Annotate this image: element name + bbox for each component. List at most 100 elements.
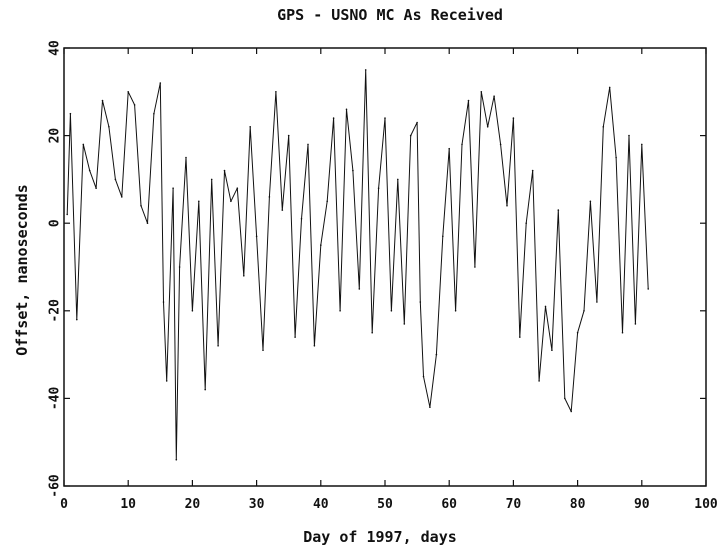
data-point [576,331,579,334]
y-tick-label: -60 [48,474,63,498]
data-point [608,86,611,89]
data-point [596,301,598,303]
data-point [326,200,329,203]
data-point [506,204,508,207]
y-tick-label: 0 [48,219,63,227]
data-point [583,310,585,312]
x-tick-label: 40 [313,497,329,512]
x-axis-label: Day of 1997, days [303,528,457,546]
data-point [634,323,637,325]
data-point [409,134,412,137]
data-point [249,126,251,128]
data-point [313,345,316,347]
x-tick-label: 50 [377,497,393,512]
data-point [531,169,534,172]
data-point [82,143,85,146]
data-point [95,187,97,189]
data-point [467,99,470,102]
data-point [255,235,258,238]
x-tick-label: 80 [570,497,586,512]
data-point [419,301,422,303]
data-point [615,156,617,159]
data-point [108,126,110,128]
data-point [88,169,91,172]
x-tick-label: 20 [185,497,201,512]
data-point [204,388,206,391]
data-point [243,275,245,277]
data-point [133,104,136,106]
data-point [442,235,444,238]
data-point [564,397,566,400]
data-point [307,143,309,146]
data-point [275,91,277,93]
y-tick-label: 20 [48,128,63,144]
data-point [230,200,232,203]
x-tick-label: 10 [120,497,136,512]
y-tick-label: 40 [48,40,63,56]
x-tick-label: 100 [694,497,718,512]
data-point [454,310,457,312]
data-point [178,266,181,268]
data-point [210,178,213,181]
data-point [101,99,104,102]
data-point [364,69,367,71]
data-point [185,156,187,159]
data-point [140,204,142,207]
plot-area [63,47,707,487]
data-point [384,117,386,119]
data-point [358,288,361,290]
series-line [66,69,649,461]
data-point [461,143,463,146]
data-point [429,406,431,409]
data-point [512,117,515,119]
data-point [486,126,489,128]
data-point [217,345,219,347]
data-point [621,331,624,334]
data-point [339,310,341,312]
x-tick-label: 0 [60,497,68,512]
data-point [191,310,194,312]
data-point [551,349,553,352]
data-point [544,305,547,308]
data-point [403,323,406,325]
data-point [345,108,348,111]
data-point [332,117,335,119]
data-point [76,318,78,321]
data-point [287,134,290,137]
data-point [121,196,123,198]
data-point [223,169,226,172]
data-point [300,218,303,220]
y-axis-label: Offset, nanoseconds [13,184,31,356]
data-point [172,187,174,189]
x-tick-label: 90 [634,497,650,512]
data-point [377,187,380,189]
data-point [628,134,630,137]
data-point [159,82,162,84]
x-tick-label: 70 [506,497,522,512]
data-point [538,380,540,382]
data-point [474,266,476,268]
data-point [114,178,117,181]
data-point [525,222,527,224]
y-tick-label: -40 [48,386,63,410]
chart-title: GPS - USNO MC As Received [277,6,503,24]
data-point [294,336,296,338]
data-point [371,331,374,334]
data-point [146,222,149,224]
x-axis: 0 10 20 30 40 50 60 70 80 90 100 [60,48,718,512]
data-point [422,375,425,378]
data-point [390,310,393,312]
data-point [493,95,495,97]
x-tick-label: 30 [249,497,265,512]
data-point [589,200,592,203]
data-point [165,380,168,382]
y-tick-label: -20 [48,299,63,323]
data-point [66,213,68,216]
data-point [480,91,483,93]
data-point [352,169,354,172]
data-point [416,121,418,124]
data-point [435,353,438,356]
data-point [320,244,322,246]
data-point [198,200,200,203]
data-point [236,187,239,189]
